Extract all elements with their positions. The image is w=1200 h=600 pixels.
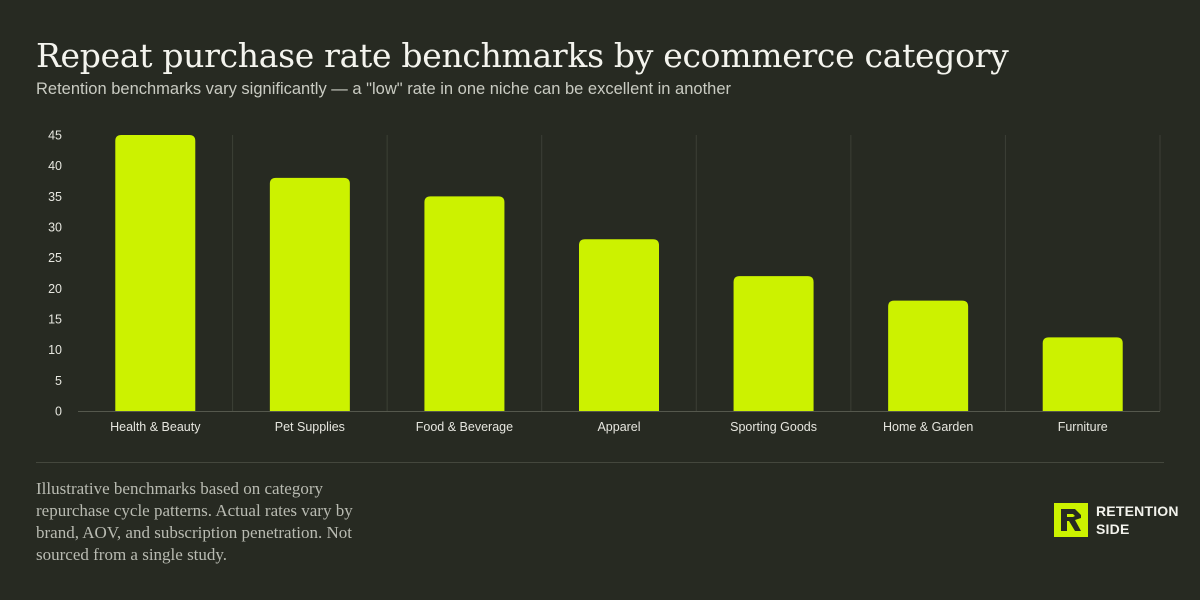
chart-title: Repeat purchase rate benchmarks by ecomm…	[36, 36, 1009, 75]
bar	[733, 276, 814, 411]
retention-side-logo-icon	[1054, 503, 1088, 537]
bar	[424, 196, 505, 411]
x-tick-label: Pet Supplies	[275, 420, 345, 434]
brand-line-2: SIDE	[1096, 521, 1130, 537]
brand-wordmark: RETENTION SIDE	[1096, 502, 1179, 538]
y-tick-label: 40	[48, 159, 62, 173]
bar-chart: 0 5 10 15 20 25 30 35 40 45 Health & Beauty Pet Sup…	[48, 129, 1161, 434]
y-tick-label: 35	[48, 190, 62, 204]
bar	[579, 239, 659, 411]
bar	[1042, 337, 1123, 411]
y-tick-label: 30	[48, 221, 62, 235]
x-tick-label: Food & Beverage	[416, 420, 513, 434]
y-tick-label: 45	[48, 129, 62, 143]
bar	[115, 135, 196, 411]
y-tick-label: 15	[48, 313, 62, 327]
footnote: Illustrative benchmarks based on categor…	[36, 479, 353, 564]
footer-divider	[36, 462, 1164, 463]
x-tick-label: Apparel	[597, 420, 640, 434]
bar	[269, 177, 350, 411]
brand-logo: RETENTION SIDE	[1054, 502, 1179, 538]
x-tick-label: Furniture	[1058, 420, 1108, 434]
bar	[888, 300, 969, 411]
y-tick-label: 10	[48, 343, 62, 357]
y-tick-label: 0	[55, 405, 62, 419]
chart-subtitle: Retention benchmarks vary significantly …	[36, 80, 732, 98]
x-tick-label: Home & Garden	[883, 420, 973, 434]
y-tick-label: 25	[48, 251, 62, 265]
y-tick-label: 5	[55, 374, 62, 388]
x-tick-label: Health & Beauty	[110, 420, 201, 434]
brand-line-1: RETENTION	[1096, 503, 1179, 519]
x-tick-label: Sporting Goods	[730, 420, 817, 434]
y-tick-label: 20	[48, 282, 62, 296]
